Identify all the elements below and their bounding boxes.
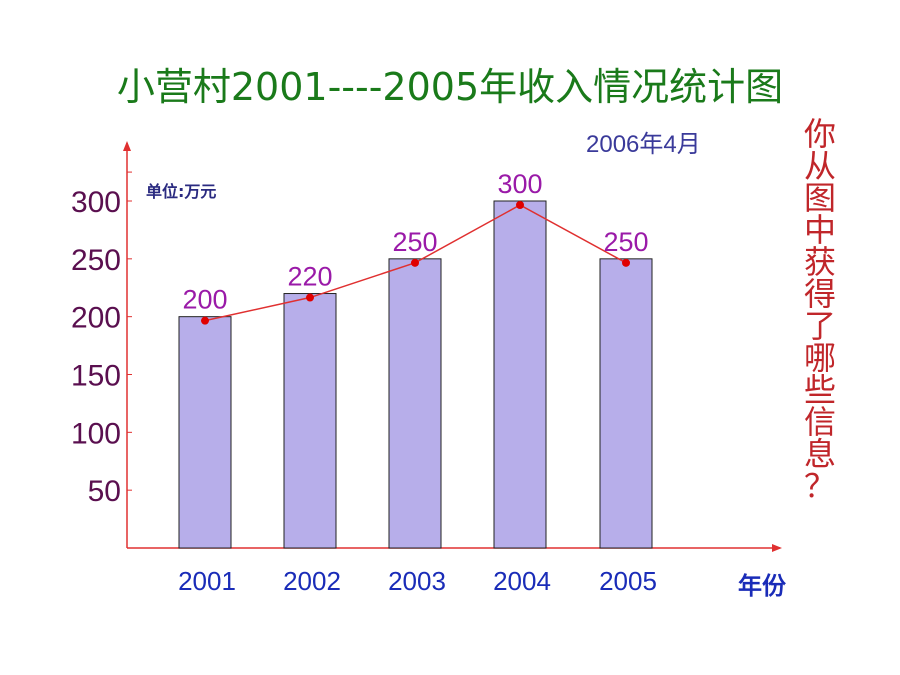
data-point — [622, 258, 630, 267]
side-question-char: 息 — [803, 435, 836, 473]
side-question-char: 你 — [803, 115, 836, 153]
side-question-char: 中 — [803, 211, 836, 249]
side-question-char: 得 — [803, 275, 836, 313]
bar — [599, 258, 653, 549]
y-tick-label: 200 — [71, 302, 121, 335]
side-question-char: 信 — [803, 403, 836, 441]
y-tick-label: 300 — [71, 186, 121, 219]
data-label: 250 — [392, 227, 437, 257]
data-label: 220 — [287, 262, 332, 292]
x-tick-label: 2002 — [283, 566, 341, 596]
bar — [493, 200, 547, 549]
bar — [388, 258, 442, 549]
x-tick-label: 2001 — [178, 566, 236, 596]
y-tick-label: 150 — [71, 360, 121, 393]
side-question: 你 从 图 中 获 得 了 哪 些 信 息 ？ — [800, 118, 840, 502]
y-axis-arrow — [123, 141, 131, 151]
side-question-char: 些 — [803, 371, 836, 409]
data-point — [516, 201, 524, 209]
x-tick-label: 2004 — [493, 566, 551, 596]
data-point — [201, 316, 209, 325]
side-question-char: 图 — [803, 179, 836, 217]
x-axis-arrow — [772, 544, 782, 552]
y-tick-label: 50 — [88, 475, 121, 508]
chart-date: 2006年4月 — [586, 131, 701, 158]
data-label: 200 — [182, 285, 227, 315]
data-label: 300 — [497, 169, 542, 199]
data-point — [306, 293, 314, 302]
x-tick-label: 2005 — [599, 566, 657, 596]
chart-title: 小营村2001----2005年收入情况统计图 — [116, 65, 784, 109]
side-question-char: ？ — [803, 467, 836, 505]
y-tick-label: 250 — [71, 244, 121, 277]
side-question-char: 从 — [803, 147, 836, 185]
data-point — [411, 258, 419, 267]
side-question-char: 了 — [803, 307, 836, 345]
side-question-char: 获 — [803, 243, 836, 281]
data-label: 250 — [603, 227, 648, 257]
side-question-char: 哪 — [803, 339, 836, 377]
x-axis-title: 年份 — [738, 572, 786, 600]
unit-label: 单位:万元 — [146, 182, 217, 201]
bar — [283, 293, 337, 549]
x-tick-label: 2003 — [388, 566, 446, 596]
bar — [178, 316, 232, 549]
y-tick-label: 100 — [71, 417, 121, 450]
